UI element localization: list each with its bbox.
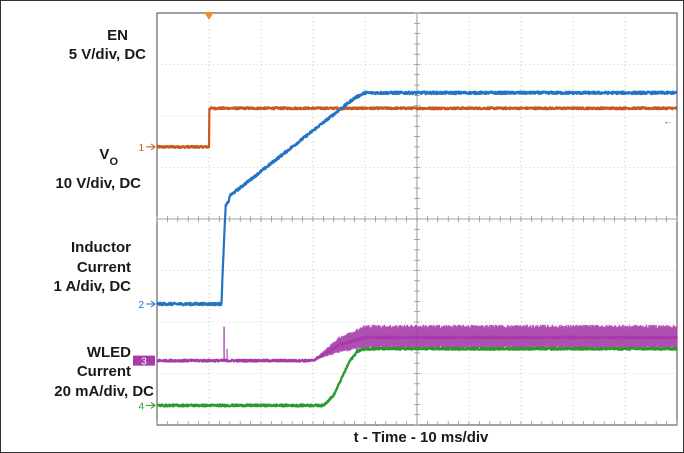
- graticule: [156, 12, 678, 426]
- channel-marker-arrow-2: [146, 300, 156, 308]
- traces: [155, 90, 679, 408]
- channel-marker-3: 3: [141, 357, 147, 368]
- trace-ch2: [155, 90, 678, 307]
- vo-label: VO: [99, 146, 118, 168]
- level-marker-ch1: ←: [663, 116, 673, 127]
- wled-scale-label: 20 mA/div, DC: [54, 383, 154, 400]
- channel-marker-2: 2: [138, 300, 144, 311]
- channel-marker-arrow-4: [146, 402, 156, 409]
- wled-current-label: Current: [77, 363, 131, 380]
- channel-marker-box-3: [133, 355, 155, 366]
- en-scale-label: 5 V/div, DC: [69, 46, 146, 63]
- ripple-ch3: [312, 324, 678, 361]
- vo-scale-label: 10 V/div, DC: [55, 175, 141, 192]
- channel-marker-1: 1: [138, 143, 144, 154]
- trace-ch4: [156, 346, 679, 408]
- wled-label: WLED: [87, 344, 131, 361]
- vo-subscript: O: [109, 156, 118, 168]
- inductor-current-label: Current: [77, 259, 131, 276]
- channel-markers: 1 ← 2 3 4: [133, 116, 673, 412]
- inductor-scale-label: 1 A/div, DC: [53, 278, 131, 295]
- trigger-marker: [204, 12, 214, 20]
- channel-marker-4: 4: [138, 401, 144, 412]
- inductor-label: Inductor: [71, 239, 131, 256]
- x-axis-label: t - Time - 10 ms/div: [354, 429, 489, 446]
- channel-marker-arrow-1: [146, 143, 156, 151]
- trace-ch1: [156, 106, 678, 150]
- en-label: EN: [107, 27, 128, 44]
